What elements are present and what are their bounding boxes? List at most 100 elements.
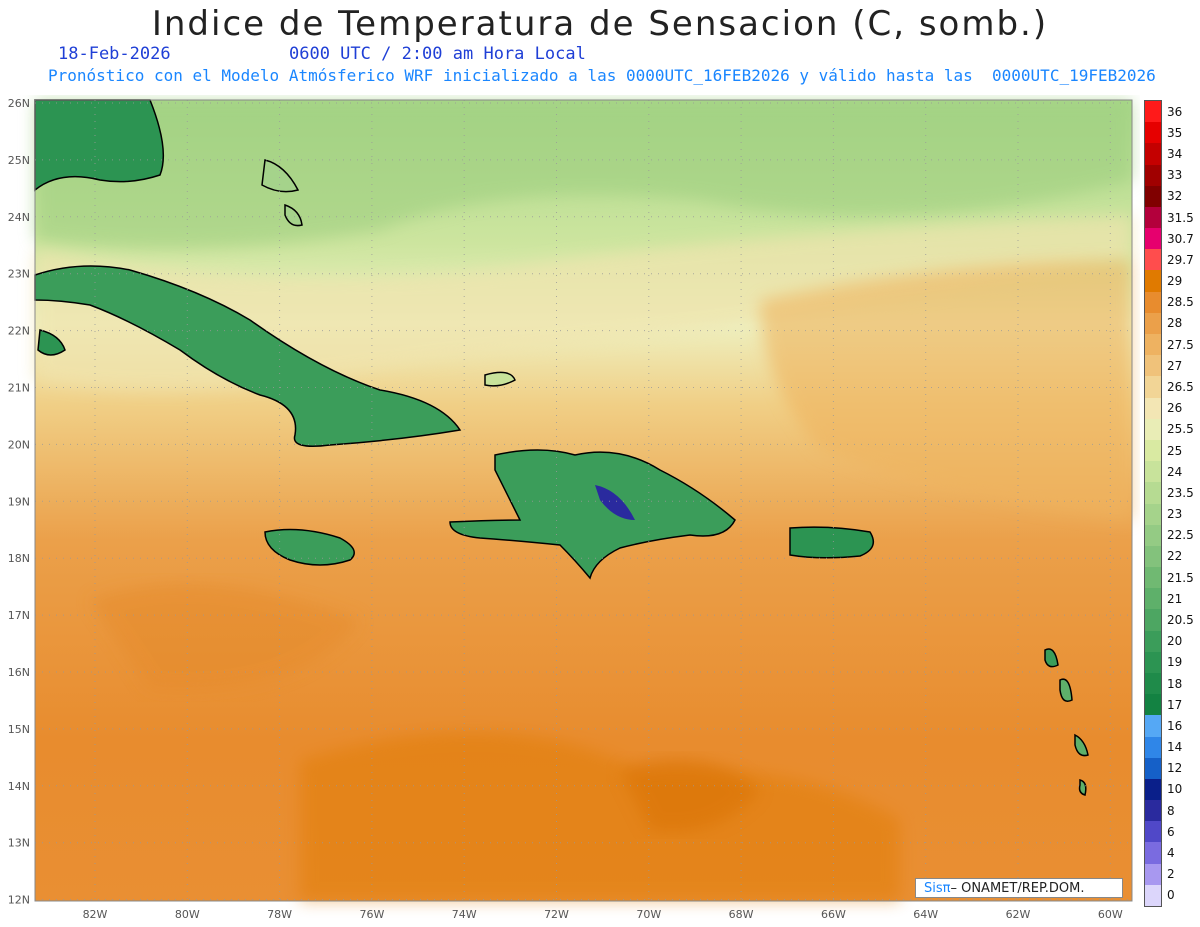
colorbar-swatch (1145, 524, 1161, 547)
colorbar-swatch (1145, 228, 1161, 250)
colorbar-label: 28.5 (1167, 295, 1194, 310)
lat-label: 26N (8, 97, 30, 110)
hispaniola-peak (595, 485, 635, 520)
colorbar-label: 17 (1167, 697, 1183, 712)
colorbar-swatch (1145, 715, 1161, 737)
colorbar-label: 2 (1167, 867, 1175, 882)
jamaica (264, 528, 355, 566)
lon-label: 66W (821, 908, 846, 921)
colorbar-swatch (1145, 334, 1161, 356)
forecast-date: 18-Feb-2026 (58, 44, 171, 64)
colorbar-label: 27.5 (1167, 337, 1194, 352)
colorbar-label: 14 (1167, 740, 1183, 755)
credit-text: – ONAMET/REP.DOM. (950, 880, 1085, 896)
colorbar-label: 12 (1167, 761, 1183, 776)
colorbar-label: 8 (1167, 803, 1175, 818)
colorbar-label: 36 (1167, 104, 1183, 119)
graticule (35, 100, 1132, 901)
colorbar-swatch (1145, 355, 1161, 377)
colorbar-swatch (1145, 270, 1161, 293)
colorbar-swatch (1145, 821, 1161, 843)
colorbar-label: 28 (1167, 316, 1183, 331)
colorbar-swatch (1145, 842, 1161, 865)
colorbar-label: 0 (1167, 888, 1175, 903)
colorbar-swatch (1145, 694, 1161, 716)
axis-labels: 26N 25N 24N 23N 22N 21N 20N 19N 18N 17N 16N 15N 14N 1… (8, 97, 1123, 921)
colorbar-swatch (1145, 164, 1161, 187)
colorbar-label: 23 (1167, 507, 1183, 522)
colorbar-swatch (1145, 588, 1161, 610)
sis-logo: Sisπ (924, 880, 951, 896)
colorbar-label: 24 (1167, 464, 1183, 479)
lat-label: 21N (8, 382, 30, 395)
colorbar: 36 35 34 33 32 31.5 30.7 29.7 29 28.5 28 27.5 27 26.5… (1144, 100, 1200, 907)
colorbar-swatch (1145, 101, 1161, 123)
colorbar-swatch (1145, 291, 1161, 314)
hispaniola (449, 449, 736, 580)
lon-label: 82W (83, 908, 108, 921)
lon-label: 68W (729, 908, 754, 921)
colorbar-label: 30.7 (1167, 231, 1194, 246)
colorbar-label: 35 (1167, 125, 1183, 140)
colorbar-label: 25.5 (1167, 422, 1194, 437)
lat-label: 19N (8, 495, 30, 508)
heat-index-map: 26N 25N 24N 23N 22N 21N 20N 19N 18N 17N 16N 15N 14N 1… (8, 97, 1133, 921)
colorbar-label: 29.7 (1167, 252, 1194, 267)
colorbar-swatch (1145, 757, 1161, 780)
colorbar-label: 22 (1167, 549, 1183, 564)
colorbar-label: 34 (1167, 146, 1183, 161)
colorbar-swatch (1145, 312, 1161, 335)
colorbar-swatch (1145, 630, 1161, 653)
colorbar-swatch (1145, 439, 1161, 462)
colorbar-swatch (1145, 672, 1161, 695)
lat-label: 14N (8, 780, 30, 793)
land-masses (34, 99, 1089, 796)
lat-label: 13N (8, 837, 30, 850)
colorbar-strip: 36 35 34 33 32 31.5 30.7 29.7 29 28.5 28 27.5 27 26.5… (1144, 100, 1194, 907)
map-frame (34, 99, 1133, 902)
lon-label: 74W (452, 908, 477, 921)
colorbar-swatch (1145, 651, 1161, 674)
colorbar-swatch (1145, 185, 1161, 208)
colorbar-swatch (1145, 143, 1161, 166)
colorbar-label: 10 (1167, 782, 1183, 797)
florida (34, 99, 165, 192)
lat-label: 16N (8, 666, 30, 679)
colorbar-label: 20.5 (1167, 613, 1194, 627)
colorbar-label: 31.5 (1167, 210, 1194, 225)
lon-label: 72W (544, 908, 569, 921)
colorbar-label: 21.5 (1167, 570, 1194, 585)
colorbar-swatch (1145, 863, 1161, 886)
lat-label: 18N (8, 552, 30, 565)
forecast-time: 0600 UTC / 2:00 am Hora Local (289, 44, 586, 64)
colorbar-label: 19 (1167, 655, 1183, 670)
lat-label: 23N (8, 268, 30, 281)
colorbar-swatch (1145, 249, 1161, 271)
lat-label: 17N (8, 609, 30, 622)
colorbar-label: 16 (1167, 718, 1183, 733)
colorbar-swatch (1145, 778, 1161, 801)
lat-label: 22N (8, 325, 30, 338)
puerto-rico (789, 526, 875, 559)
lat-label: 12N (8, 894, 30, 907)
colorbar-swatch (1145, 503, 1161, 526)
lon-label: 70W (636, 908, 661, 921)
lat-label: 20N (8, 438, 30, 451)
colorbar-swatch (1145, 122, 1161, 144)
colorbar-swatch (1145, 800, 1161, 822)
lon-label: 64W (913, 908, 938, 921)
colorbar-swatch (1145, 567, 1161, 589)
colorbar-label: 6 (1167, 824, 1175, 839)
map-field (35, 100, 1132, 901)
model-info: Pronóstico con el Modelo Atmósferico WRF… (48, 66, 1156, 85)
map-title: Indice de Temperatura de Sensacion (C, s… (151, 4, 1049, 44)
lat-label: 24N (8, 211, 30, 224)
colorbar-swatch (1145, 376, 1161, 399)
colorbar-label: 18 (1167, 676, 1183, 691)
colorbar-label: 23.5 (1167, 485, 1194, 500)
colorbar-label: 21 (1167, 591, 1183, 606)
colorbar-label: 22.5 (1167, 528, 1194, 543)
colorbar-label: 33 (1167, 168, 1183, 183)
lon-label: 76W (359, 908, 384, 921)
colorbar-swatch (1145, 206, 1161, 229)
